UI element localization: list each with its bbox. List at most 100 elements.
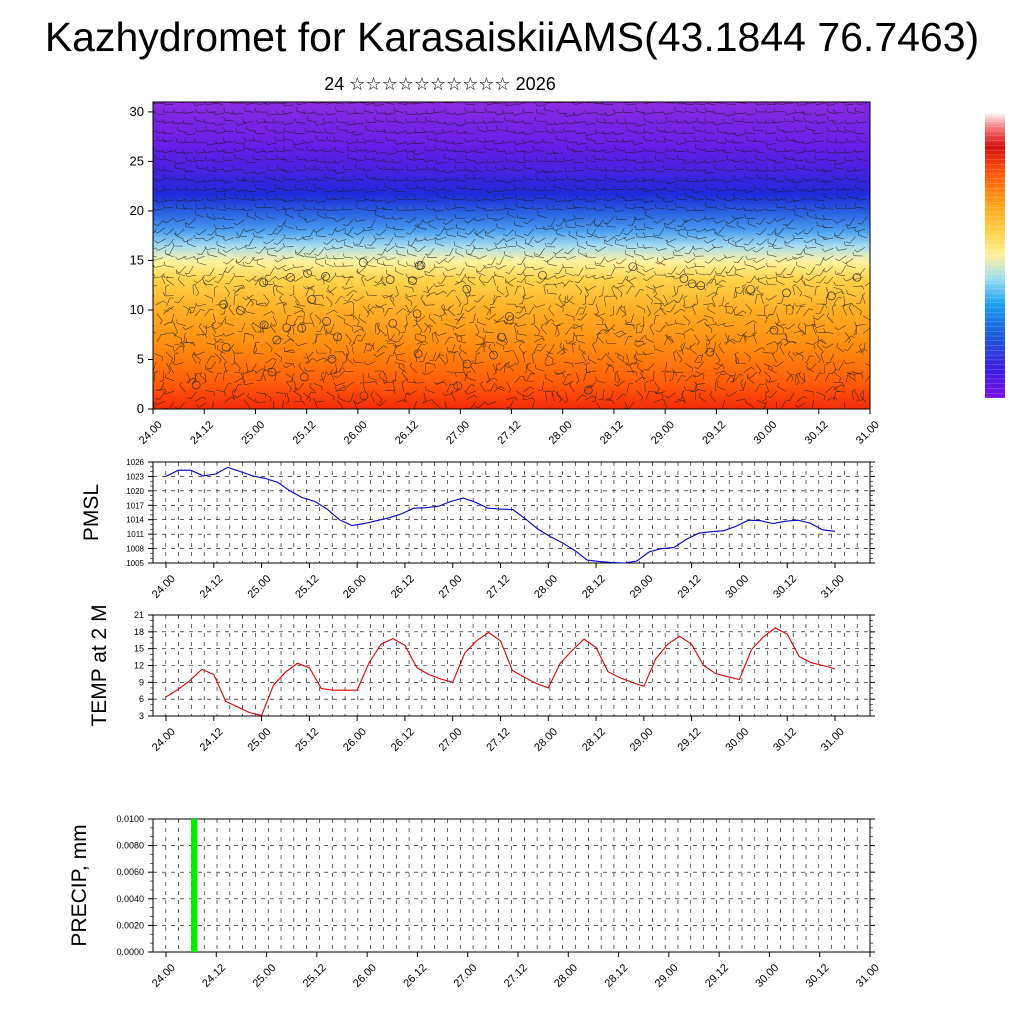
calm-wind-marker [497,332,506,342]
pmsl-x-tick-label: 27.12 [484,573,512,601]
heatmap-x-tick-label: 24.00 [137,419,165,447]
precip-x-tick-label: 30.12 [804,962,832,990]
temp-x-tick-label: 27.12 [484,726,512,754]
pmsl-y-tick-label: 1008 [126,545,144,554]
calm-wind-marker [267,367,277,377]
pmsl-axis-title: PMSL [80,484,103,541]
pmsl-x-tick-label: 28.12 [580,573,608,601]
precip-frame [152,818,871,953]
heatmap-x-tick-label: 26.12 [393,419,421,447]
temp-x-tick-label: 28.12 [580,726,608,754]
precip-axis-title: PRECIP, mm [68,824,91,946]
heatmap-x-tick-label: 28.12 [598,419,626,447]
calm-wind-marker [321,272,330,281]
temp-x-tick-label: 31.00 [819,726,847,754]
calm-wind-marker [504,311,514,321]
calm-wind-marker [852,272,862,282]
heatmap-x-tick-label: 25.12 [291,419,319,447]
temp-x-tick-label: 28.00 [532,726,560,754]
wind-barb-field [153,102,870,409]
precip-x-tick-label: 29.00 [653,962,681,990]
temp-grid [152,614,871,717]
temp-y-tick-label: 3 [139,711,144,721]
temp-x-tick-label: 29.00 [628,726,656,754]
calm-wind-marker [282,323,292,333]
pmsl-x-tick-label: 27.00 [437,573,465,601]
temp-y-tick-label: 15 [134,644,144,654]
temp-y-tick-label: 9 [139,677,144,687]
calm-wind-marker [696,281,706,290]
temp-x-tick-label: 26.00 [341,726,369,754]
heatmap-y-tick-label: 5 [137,351,144,366]
calm-wind-marker [327,354,337,364]
precip-x-tick-label: 26.12 [401,962,429,990]
pmsl-y-tick-label: 1017 [126,501,144,510]
temp-x-tick-label: 30.12 [771,726,799,754]
temp-x-tick-label: 26.12 [389,726,417,754]
heatmap-y-tick-label: 10 [130,302,144,317]
pmsl-y-tick-label: 1023 [126,472,144,481]
heatmap-x-tick-label: 29.12 [700,419,728,447]
calm-wind-marker [303,268,312,278]
precip-x-tick-label: 27.12 [502,962,530,990]
precip-x-tick-label: 24.12 [200,962,228,990]
temp-x-tick-label: 25.00 [245,726,273,754]
heatmap-x-tick-label: 27.00 [444,419,472,447]
calm-wind-marker [286,273,295,282]
calm-wind-marker [408,276,417,285]
pmsl-x-tick-label: 28.00 [532,573,560,601]
heatmap-y-tick-label: 30 [130,104,144,119]
calm-wind-marker [414,261,424,270]
calm-wind-marker [259,320,269,330]
heatmap-field [153,102,870,409]
heatmap-x-tick-label: 25.00 [239,419,267,447]
calm-wind-marker [236,306,245,315]
calm-wind-marker [358,258,368,267]
heatmap-y-tick-label: 25 [130,153,144,168]
pmsl-x-tick-label: 31.00 [819,573,847,601]
calm-wind-marker [259,278,268,287]
temp-y-tick-label: 21 [134,610,144,620]
calm-wind-marker [746,284,755,294]
heatmap-y-tick-label: 0 [137,401,144,416]
heatmap-x-tick-label: 26.00 [342,419,370,447]
calm-wind-marker [628,262,638,272]
calm-wind-marker [322,317,331,326]
heatmap-x-tick-label: 30.00 [751,419,779,447]
heatmap-x-tick-label: 28.00 [547,419,575,447]
pmsl-x-tick-label: 26.12 [389,573,417,601]
pmsl-series-line [165,466,836,564]
temp-x-tick-label: 27.00 [437,726,465,754]
calm-wind-marker [359,391,369,401]
calm-wind-marker [191,380,201,390]
calm-wind-marker [299,372,309,382]
chart-title: Kazhydromet for KarasaiskiiAMS(43.1844 7… [44,14,980,60]
precip-x-tick-label: 28.12 [602,962,630,990]
heatmap-panel: 0 5 10 15 20 25 30 24.00 24.12 25.00 25.12 26.00 26.… [130,101,882,447]
temp-x-tick-label: 24.00 [150,726,178,754]
heatmap-x-tick-label: 24.12 [188,419,216,447]
pmsl-x-tick-label: 30.12 [771,573,799,601]
calm-wind-marker [462,284,472,294]
precip-x-tick-label: 25.00 [250,962,278,990]
calm-wind-marker [705,347,715,357]
calm-wind-marker [272,335,282,345]
pmsl-x-tick-label: 30.00 [723,573,751,601]
precip-x-tick-label: 26.00 [351,962,379,990]
calm-wind-marker [297,323,307,333]
calm-wind-marker [827,291,836,301]
calm-wind-marker [388,318,398,328]
calm-wind-marker [679,274,689,283]
precip-x-tick-label: 28.00 [552,962,580,990]
pmsl-y-tick-label: 1026 [126,458,144,467]
chart-subtitle: 24 ☆☆☆☆☆☆☆☆☆☆ 2026 [324,74,556,94]
pmsl-x-tick-label: 29.00 [628,573,656,601]
precip-x-tick-label: 25.12 [301,962,329,990]
precip-x-tick-label: 30.00 [753,962,781,990]
temp-x-tick-label: 24.12 [198,726,226,754]
precip-y-tick-label: 0.0060 [116,867,144,877]
pmsl-panel: 1005 1008 1011 1014 1017 1020 1023 1026 24.00 24.… [80,458,875,601]
precip-y-tick-label: 0.0020 [116,920,144,930]
heatmap-x-tick-label: 27.12 [495,419,523,447]
